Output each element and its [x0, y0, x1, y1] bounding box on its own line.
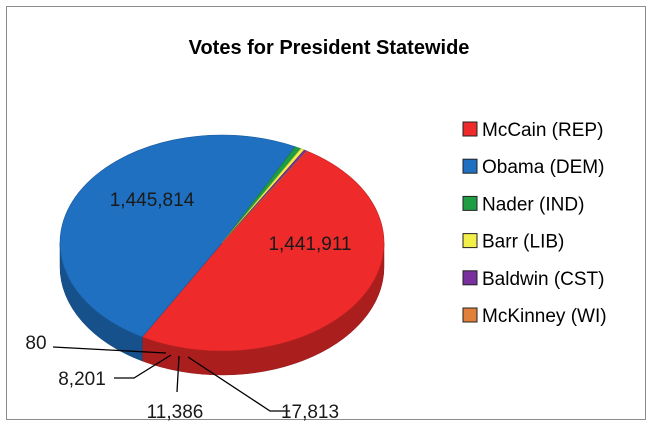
leader-line-barr-lib: [176, 355, 180, 393]
pie-slice-obama-dem: [59, 134, 296, 338]
legend-item-barr-lib: Barr (LIB): [462, 232, 564, 253]
legend-label-mckinney-wi: McKinney (WI): [482, 306, 607, 327]
legend-item-nader-ind: Nader (IND): [462, 194, 584, 215]
leader-line-mckinney-wi: [52, 346, 167, 354]
legend: McCain (REP) Obama (DEM) Nader (IND) Barr (…: [462, 120, 607, 327]
pie-slice-mccain-rep: [141, 150, 385, 352]
data-label-mccain-rep: 1,445,814: [110, 190, 195, 211]
leader-line-baldwin-cst: [114, 354, 172, 379]
legend-swatch-nader-ind: [462, 195, 478, 211]
pie-slices: [59, 134, 385, 352]
legend-swatch-barr-lib: [462, 233, 478, 249]
data-labels: 1,445,814 1,441,911 17,813 11,386 8,201 80: [25, 190, 351, 423]
leader-lines: [52, 346, 290, 412]
legend-swatch-baldwin-cst: [462, 270, 478, 286]
data-label-mckinney-wi: 80: [25, 333, 46, 354]
legend-item-obama-dem: Obama (DEM): [462, 157, 604, 178]
legend-label-mccain-rep: McCain (REP): [482, 120, 603, 141]
pie-slice-mckinney-wi: [221, 150, 308, 244]
data-label-nader-ind: 17,813: [281, 402, 339, 423]
legend-item-mccain-rep: McCain (REP): [462, 120, 603, 141]
data-label-barr-lib: 11,386: [147, 402, 204, 423]
legend-swatch-mccain-rep: [462, 121, 478, 137]
legend-item-mckinney-wi: McKinney (WI): [462, 306, 607, 327]
legend-swatch-obama-dem: [462, 158, 478, 174]
chart-title: Votes for President Statewide: [189, 37, 470, 59]
legend-label-barr-lib: Barr (LIB): [482, 232, 564, 253]
legend-label-obama-dem: Obama (DEM): [482, 157, 604, 178]
leader-line-nader-ind: [187, 356, 290, 412]
legend-item-baldwin-cst: Baldwin (CST): [462, 269, 604, 290]
data-label-obama-dem: 1,441,911: [268, 234, 351, 255]
data-label-baldwin-cst: 8,201: [58, 369, 106, 390]
legend-swatch-mckinney-wi: [462, 307, 478, 323]
legend-label-baldwin-cst: Baldwin (CST): [482, 269, 604, 290]
legend-label-nader-ind: Nader (IND): [482, 194, 584, 215]
